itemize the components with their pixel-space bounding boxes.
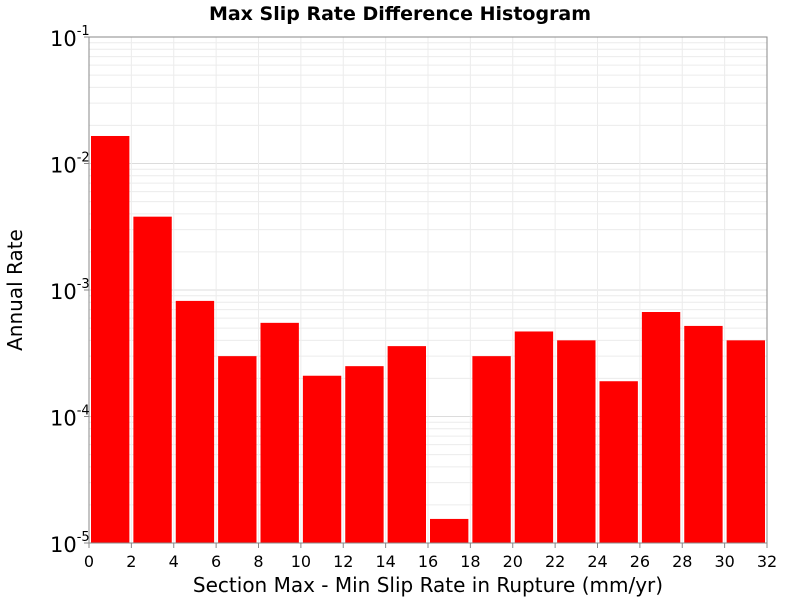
x-axis-label: Section Max - Min Slip Rate in Rupture (… xyxy=(193,573,663,597)
x-tick-label: 4 xyxy=(169,552,179,571)
x-tick-label: 12 xyxy=(333,552,353,571)
x-tick-label: 26 xyxy=(630,552,650,571)
x-tick-label: 10 xyxy=(291,552,311,571)
histogram-bar xyxy=(218,356,257,543)
x-tick-label: 6 xyxy=(211,552,221,571)
histogram-bar xyxy=(684,325,723,543)
histogram-bar xyxy=(430,518,469,543)
y-tick-label: 10-2 xyxy=(50,151,90,178)
x-tick-label: 18 xyxy=(460,552,480,571)
x-tick-label: 14 xyxy=(375,552,395,571)
histogram-bar xyxy=(599,381,638,543)
x-tick-label: 2 xyxy=(126,552,136,571)
histogram-bar xyxy=(641,312,681,543)
x-axis-ticks: 0 2 4 6 8 10 12 14 16 18 20 22 24 26 28 30 32 xyxy=(84,543,777,571)
x-tick-label: 32 xyxy=(757,552,777,571)
histogram-bar xyxy=(472,356,511,543)
histogram-bar xyxy=(345,366,384,543)
x-tick-label: 0 xyxy=(84,552,94,571)
histogram-bar xyxy=(387,346,426,543)
histogram-bar xyxy=(557,340,596,543)
x-tick-label: 16 xyxy=(418,552,438,571)
x-tick-label: 22 xyxy=(545,552,565,571)
histogram-bar xyxy=(514,331,554,543)
x-tick-label: 24 xyxy=(587,552,607,571)
x-tick-label: 8 xyxy=(253,552,263,571)
histogram-bar xyxy=(302,375,342,543)
histogram-bar xyxy=(260,322,299,543)
histogram-bar xyxy=(175,300,215,543)
y-tick-label: 10-1 xyxy=(50,24,90,51)
y-tick-label: 10-4 xyxy=(50,404,90,431)
y-axis-label: Annual Rate xyxy=(3,229,27,351)
y-tick-label: 10-3 xyxy=(50,277,90,304)
bars xyxy=(91,135,765,543)
y-tick-label: 10-5 xyxy=(50,530,90,557)
chart-title: Max Slip Rate Difference Histogram xyxy=(209,3,591,25)
histogram-bar xyxy=(133,216,172,543)
x-tick-label: 20 xyxy=(503,552,523,571)
x-tick-label: 28 xyxy=(672,552,692,571)
histogram-bar xyxy=(91,135,130,543)
x-tick-label: 30 xyxy=(714,552,734,571)
y-axis-ticks: 10-1 10-2 10-3 10-4 10-5 xyxy=(50,24,90,557)
histogram-bar xyxy=(726,340,765,543)
